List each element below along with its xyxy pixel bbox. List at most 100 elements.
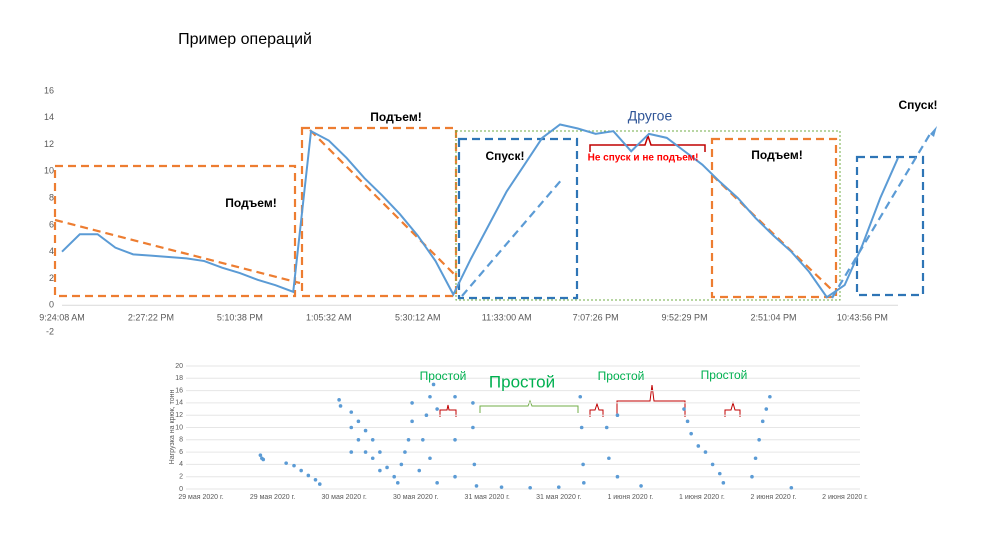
point [639,484,643,488]
bracket [589,133,706,152]
point [499,485,504,489]
point [410,401,414,405]
point [764,407,769,411]
y-tick-label: 2 [49,273,54,283]
x-tick-label: 1 июня 2020 г. [679,494,725,501]
point [378,450,382,454]
point [757,438,761,442]
bracket [479,399,579,413]
box [53,164,297,298]
point [356,438,361,442]
y-tick-label: 10 [175,424,183,431]
y-tick-label: 2 [179,474,183,481]
y-tick-label: 16 [44,85,54,95]
y-tick-label: 8 [179,437,183,444]
y-tick-label: 14 [44,112,54,122]
box [855,155,925,297]
y-tick-label: 20 [175,363,183,370]
point [453,438,457,442]
y-tick-label: 8 [49,192,54,202]
point [685,419,690,424]
y-tick-label: 18 [175,375,183,382]
point [710,462,715,467]
point [528,485,532,490]
x-tick-label: 2 июня 2020 г. [751,494,797,501]
arrow [831,133,931,299]
point [356,419,361,424]
y-tick-label: 4 [49,246,54,256]
arrow [309,129,456,276]
point [760,419,765,424]
point [615,413,620,418]
point [717,471,722,476]
point [370,438,375,442]
point [472,462,477,467]
point [421,438,425,442]
point [306,473,311,478]
point [370,456,375,461]
chart-title: Пример операций [178,31,312,48]
point [258,453,263,457]
point [378,468,382,473]
bracket [589,402,604,417]
annotation: Спуск! [899,98,938,112]
x-tick-label: 30 мая 2020 г. [393,494,438,501]
point [703,450,708,454]
x-tick-label: 31 мая 2020 г. [465,494,510,501]
point [385,465,389,470]
point [721,481,726,485]
arrow [461,177,564,297]
x-tick-label: 29 мая 2020 г. [178,494,223,501]
y-tick-label: 14 [175,400,183,407]
x-tick-label: 1 июня 2020 г. [607,494,653,501]
point [337,398,341,402]
point [582,481,586,485]
box [710,137,838,299]
point [474,484,479,488]
x-tick-label: 2:51:04 PM [750,312,796,322]
point [431,382,436,387]
point [789,485,794,490]
box [455,130,841,301]
point [579,425,584,430]
box [300,126,458,298]
x-tick-label: 2 июня 2020 г. [822,494,868,501]
annotation: Простой [701,368,748,382]
point [556,485,561,489]
x-tick-label: 10:43:56 PM [837,312,888,322]
point [363,450,368,454]
annotation: Другое [628,108,673,124]
bracket [439,404,457,417]
point [349,450,354,454]
x-tick-label: 29 мая 2020 г. [250,494,295,501]
y-tick-label: 10 [44,166,54,176]
point [284,461,288,465]
point [696,444,701,448]
x-tick-label: 5:30:12 AM [395,312,441,322]
point [682,407,686,411]
point [435,407,439,411]
point [399,462,404,467]
annotation: Не спуск и не подъем! [588,153,699,164]
x-tick-label: 31 мая 2020 г. [536,494,581,501]
y-tick-label: 0 [49,300,54,310]
point [406,438,411,442]
x-tick-label: 2:27:22 PM [128,312,174,322]
point [607,456,611,461]
point [581,462,585,467]
point [471,425,475,430]
point [435,481,439,485]
annotation: Простой [489,372,555,391]
line [61,123,899,299]
annotation: Спуск! [486,149,525,163]
point [292,463,296,468]
arrow [54,218,301,285]
point [349,425,354,430]
point [753,456,758,461]
box [457,137,579,300]
x-tick-label: 9:52:29 PM [662,312,708,322]
point [410,419,414,424]
x-tick-label: 5:10:38 PM [217,312,263,322]
annotation: Подъем! [225,196,276,210]
